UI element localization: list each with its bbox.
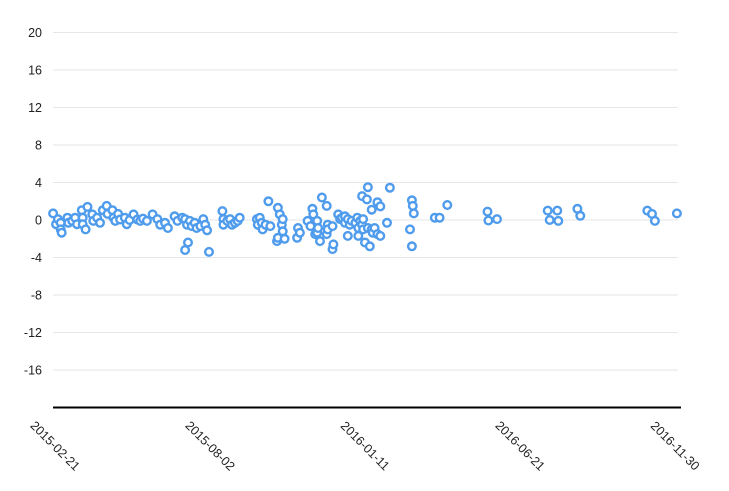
data-point[interactable] <box>375 230 386 241</box>
data-point[interactable] <box>442 199 453 210</box>
data-point[interactable] <box>342 230 353 241</box>
data-point[interactable] <box>162 222 173 233</box>
data-point[interactable] <box>202 225 213 236</box>
data-point[interactable] <box>358 214 369 225</box>
y-tick-label: -12 <box>24 326 42 340</box>
data-point[interactable] <box>328 239 339 250</box>
data-point[interactable] <box>575 210 586 221</box>
data-point[interactable] <box>82 201 93 212</box>
y-tick-label: 4 <box>35 176 42 190</box>
data-point[interactable] <box>327 221 338 232</box>
data-point[interactable] <box>263 196 274 207</box>
data-point[interactable] <box>353 230 364 241</box>
data-point[interactable] <box>366 204 377 215</box>
data-point[interactable] <box>492 214 503 225</box>
data-point[interactable] <box>313 222 324 233</box>
data-point[interactable] <box>315 236 326 247</box>
data-point[interactable] <box>362 182 373 193</box>
x-tick-label: 2016-11-30 <box>648 419 702 473</box>
y-tick-label: -4 <box>31 251 42 265</box>
data-points-group <box>48 182 682 257</box>
y-tick-label: -8 <box>31 289 42 303</box>
data-point[interactable] <box>382 217 393 228</box>
data-point[interactable] <box>408 208 419 219</box>
data-point[interactable] <box>265 221 276 232</box>
x-tick-label: 2016-06-21 <box>492 418 547 473</box>
data-point[interactable] <box>482 206 493 217</box>
data-point[interactable] <box>182 237 193 248</box>
x-tick-label: 2015-08-02 <box>182 418 237 473</box>
data-point[interactable] <box>375 201 386 212</box>
data-point[interactable] <box>234 212 245 223</box>
data-point[interactable] <box>434 212 445 223</box>
data-point[interactable] <box>94 217 105 228</box>
y-tick-label: 8 <box>35 139 42 153</box>
y-tick-label: 0 <box>35 214 42 228</box>
data-point[interactable] <box>203 246 214 257</box>
data-point[interactable] <box>321 200 332 211</box>
data-point[interactable] <box>552 205 563 216</box>
data-point[interactable] <box>406 241 417 252</box>
data-point[interactable] <box>279 233 290 244</box>
data-point[interactable] <box>217 206 228 217</box>
data-point[interactable] <box>56 227 67 238</box>
x-tick-label: 2015-02-21 <box>27 418 82 473</box>
data-point[interactable] <box>649 215 660 226</box>
data-point[interactable] <box>364 241 375 252</box>
y-axis-labels-group: 20 16 12 8 4 0 -4 -8 -12 -16 <box>24 26 42 378</box>
data-point[interactable] <box>483 215 494 226</box>
data-point[interactable] <box>141 215 152 226</box>
x-tick-label: 2016-01-11 <box>338 419 392 473</box>
data-point[interactable] <box>671 208 682 219</box>
data-point[interactable] <box>361 194 372 205</box>
data-point[interactable] <box>277 214 288 225</box>
y-tick-label: -16 <box>24 364 42 378</box>
data-point[interactable] <box>80 224 91 235</box>
data-point[interactable] <box>294 227 305 238</box>
data-point[interactable] <box>542 205 553 216</box>
data-point[interactable] <box>544 214 555 225</box>
y-tick-label: 12 <box>28 101 42 115</box>
y-tick-label: 16 <box>28 64 42 78</box>
y-tick-label: 20 <box>28 26 42 40</box>
data-point[interactable] <box>405 224 416 235</box>
data-point[interactable] <box>553 215 564 226</box>
x-axis-labels-group: 2015-02-21 2015-08-02 2016-01-11 2016-06-21… <box>27 418 702 473</box>
data-point[interactable] <box>316 192 327 203</box>
data-point[interactable] <box>384 182 395 193</box>
